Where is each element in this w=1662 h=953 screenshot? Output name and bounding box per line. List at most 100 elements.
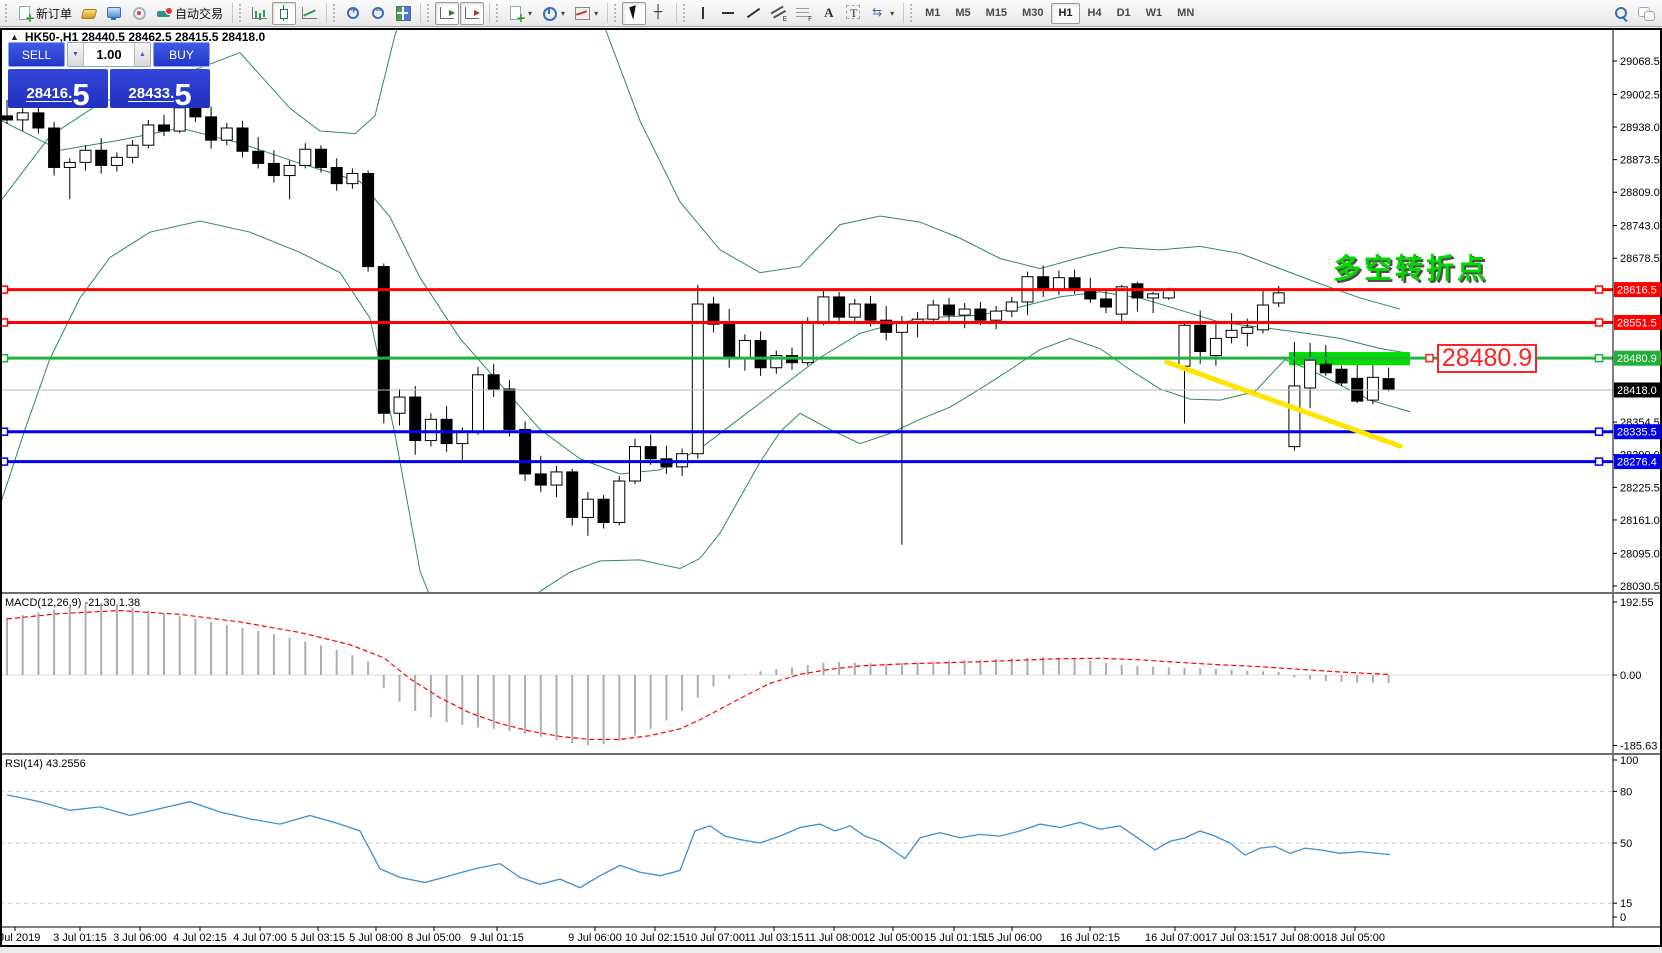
- profiles-button[interactable]: ▾: [537, 2, 569, 25]
- collapse-panel-icon[interactable]: ▲: [10, 32, 19, 42]
- channel-icon: [770, 5, 787, 23]
- svg-text:28743.0: 28743.0: [1620, 221, 1660, 233]
- svg-text:192.55: 192.55: [1620, 597, 1654, 609]
- svg-text:8 Jul 05:00: 8 Jul 05:00: [407, 932, 461, 944]
- line-handle[interactable]: [1594, 427, 1604, 436]
- text-label-button[interactable]: [841, 2, 865, 25]
- line-chart-button[interactable]: [297, 2, 321, 25]
- svg-text:29068.5: 29068.5: [1620, 56, 1660, 68]
- price-tag-box[interactable]: 28480.9: [1437, 344, 1537, 373]
- zoomin-icon: [345, 5, 361, 21]
- svg-text:15 Jul 06:00: 15 Jul 06:00: [982, 932, 1042, 944]
- crosshair-button[interactable]: [647, 2, 671, 25]
- chart-canvas[interactable]: 29068.5 29002.5 28938.0 28873.5 28809.0 28743…: [0, 28, 1662, 953]
- main-pane: [1, 30, 1613, 592]
- search-button[interactable]: [1609, 2, 1633, 25]
- text-button[interactable]: [816, 2, 840, 25]
- autotrading-button[interactable]: 自动交易: [152, 2, 227, 25]
- svg-text:4 Jul 07:00: 4 Jul 07:00: [233, 932, 287, 944]
- market-button[interactable]: [77, 2, 101, 25]
- timeframe-m15[interactable]: M15: [985, 7, 1008, 19]
- price-tag-anchor[interactable]: [1425, 353, 1434, 363]
- toolbar-grip: [614, 4, 618, 22]
- timeframe-m1[interactable]: M1: [925, 7, 941, 19]
- svg-text:18 Jul 05:00: 18 Jul 05:00: [1325, 932, 1385, 944]
- svg-text:2 Jul 2019: 2 Jul 2019: [0, 932, 40, 944]
- chart-shift-button[interactable]: [460, 1, 485, 25]
- new-chart-button[interactable]: ▾: [504, 2, 536, 25]
- chevron-down-icon[interactable]: ▾: [561, 8, 566, 18]
- svg-text:12 Jul 05:00: 12 Jul 05:00: [863, 932, 923, 944]
- arrows-button[interactable]: ▾: [866, 2, 898, 25]
- line-handle[interactable]: [1594, 457, 1604, 466]
- line-handle[interactable]: [1, 285, 9, 294]
- svg-text:11 Jul 03:15: 11 Jul 03:15: [744, 932, 803, 944]
- gold-icon: [81, 5, 97, 21]
- line-handle[interactable]: [1594, 353, 1604, 363]
- svg-text:28335.5: 28335.5: [1617, 427, 1657, 439]
- candlestick-chart-button[interactable]: [272, 1, 297, 25]
- indicators-button[interactable]: ▾: [570, 2, 602, 25]
- zoom-in-button[interactable]: [341, 2, 365, 25]
- new-order-button[interactable]: 新订单: [13, 2, 76, 25]
- zoom-out-button[interactable]: [366, 2, 390, 25]
- sell-button[interactable]: SELL: [8, 42, 65, 67]
- line-handle[interactable]: [1, 457, 9, 466]
- volume-increase-icon[interactable]: ▲: [134, 43, 150, 66]
- chevron-down-icon[interactable]: ▾: [528, 8, 533, 18]
- line-handle[interactable]: [1, 318, 9, 327]
- horizontal-line-button[interactable]: [716, 2, 740, 25]
- svg-text:3 Jul 06:00: 3 Jul 06:00: [113, 932, 167, 944]
- chart-annotation-text[interactable]: 多空转折点: [1333, 253, 1489, 284]
- yellow-trendline[interactable]: [1164, 359, 1403, 449]
- sell-price-button[interactable]: 28416. 5: [8, 69, 108, 110]
- volume-decrease-icon[interactable]: ▼: [68, 43, 84, 66]
- community-button[interactable]: [102, 2, 126, 25]
- textlabel-icon: [845, 5, 861, 21]
- svg-text:-185.63: -185.63: [1620, 740, 1657, 752]
- signals-button[interactable]: [127, 2, 151, 25]
- bar-chart-button[interactable]: [247, 2, 271, 25]
- svg-text:28551.5: 28551.5: [1617, 317, 1657, 329]
- shapes-icon: [870, 5, 886, 21]
- candle-icon: [276, 5, 292, 21]
- cursor-button[interactable]: [622, 1, 647, 25]
- timeframe-mn[interactable]: MN: [1177, 7, 1195, 19]
- line-handle[interactable]: [1594, 285, 1604, 294]
- timeframe-h4[interactable]: H4: [1087, 7, 1102, 19]
- chat-icon: [1638, 5, 1655, 21]
- svg-text:16 Jul 02:15: 16 Jul 02:15: [1060, 932, 1120, 944]
- trendline-button[interactable]: [741, 2, 765, 25]
- svg-text:28095.0: 28095.0: [1620, 548, 1660, 560]
- rsi-indicator-label: RSI(14) 43.2556: [5, 758, 86, 770]
- equidistant-channel-button[interactable]: [766, 2, 790, 25]
- sell-price-main: 28416.: [26, 85, 73, 102]
- line-handle[interactable]: [1, 353, 9, 363]
- vertical-line-button[interactable]: [691, 2, 715, 25]
- chevron-down-icon[interactable]: ▾: [594, 8, 599, 18]
- volume-value[interactable]: 1.00: [96, 47, 122, 62]
- buy-button[interactable]: BUY: [153, 42, 210, 67]
- timeframe-m5[interactable]: M5: [955, 7, 971, 19]
- timeframe-d1[interactable]: D1: [1116, 7, 1131, 19]
- newchart-icon: [508, 5, 526, 25]
- buy-price-button[interactable]: 28433. 5: [110, 69, 210, 110]
- chevron-down-icon[interactable]: ▾: [890, 8, 895, 18]
- timeframe-h1[interactable]: H1: [1051, 2, 1080, 24]
- fibonacci-button[interactable]: [791, 2, 815, 25]
- chat-button[interactable]: [1634, 2, 1658, 25]
- buy-price-main: 28433.: [128, 85, 175, 102]
- linechart-icon: [301, 5, 318, 21]
- timeframe-w1[interactable]: W1: [1145, 7, 1163, 19]
- svg-text:29002.5: 29002.5: [1620, 89, 1660, 101]
- tile-windows-button[interactable]: [391, 2, 415, 25]
- toolbar-grip: [333, 4, 337, 22]
- auto-scroll-button[interactable]: [435, 1, 460, 25]
- svg-text:4 Jul 02:15: 4 Jul 02:15: [173, 932, 227, 944]
- svg-text:15 Jul 01:15: 15 Jul 01:15: [924, 932, 984, 944]
- indicators-icon: [574, 5, 591, 21]
- line-handle[interactable]: [1594, 318, 1604, 327]
- line-handle[interactable]: [1, 427, 9, 436]
- svg-text:80: 80: [1620, 786, 1632, 798]
- timeframe-m30[interactable]: M30: [1022, 7, 1044, 19]
